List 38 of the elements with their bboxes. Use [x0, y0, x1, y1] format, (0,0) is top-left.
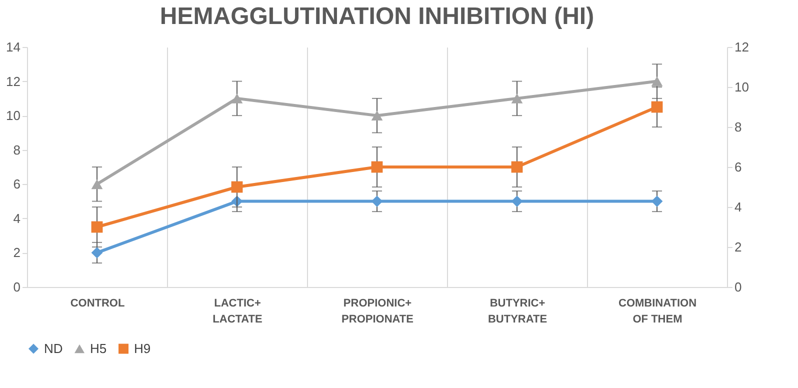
point	[511, 196, 523, 207]
y2-tick-label: 10	[734, 80, 749, 94]
point	[91, 247, 103, 258]
x-tick-label: CONTROL	[70, 298, 125, 310]
y-tick-label: 6	[13, 176, 20, 192]
x-tick-label: LACTIC+ LACTATE	[212, 298, 262, 326]
legend-label: ND	[44, 340, 63, 356]
x-tick-label: PROPIONIC+ PROPIONATE	[342, 298, 414, 326]
y2-tick-label: 2	[734, 240, 742, 254]
chart-title: HEMAGGLUTINATION INHIBITION (HI)	[160, 3, 594, 30]
point	[511, 161, 523, 173]
y-tick-label: 14	[6, 40, 20, 54]
point	[651, 101, 663, 113]
point	[371, 196, 383, 207]
point	[651, 76, 663, 86]
point	[91, 221, 103, 233]
point	[91, 179, 103, 190]
point	[651, 196, 663, 207]
y2-tick-label: 6	[734, 160, 742, 174]
y2-tick-label: 0	[734, 280, 742, 294]
y2-tick-label: 4	[734, 200, 742, 214]
x-tick-label: BUTYRIC+ BUTYRATE	[488, 298, 548, 326]
point	[231, 181, 243, 193]
y2-tick-label: 8	[734, 120, 742, 134]
y2-tick-label: 12	[734, 40, 749, 54]
legend-label: H5	[90, 340, 107, 356]
point	[371, 110, 383, 121]
legend-label: H9	[134, 340, 151, 356]
point	[231, 93, 243, 104]
point	[371, 161, 383, 173]
point	[511, 93, 523, 104]
x-tick-label: COMBINATION OF THEM	[618, 298, 697, 326]
y-tick-label: 0	[13, 280, 20, 294]
y-tick-label: 8	[13, 142, 20, 158]
y-tick-label: 2	[13, 245, 20, 260]
y-tick-label: 12	[6, 74, 20, 89]
y-tick-label: 4	[13, 210, 20, 226]
y-tick-label: 10	[6, 108, 20, 124]
